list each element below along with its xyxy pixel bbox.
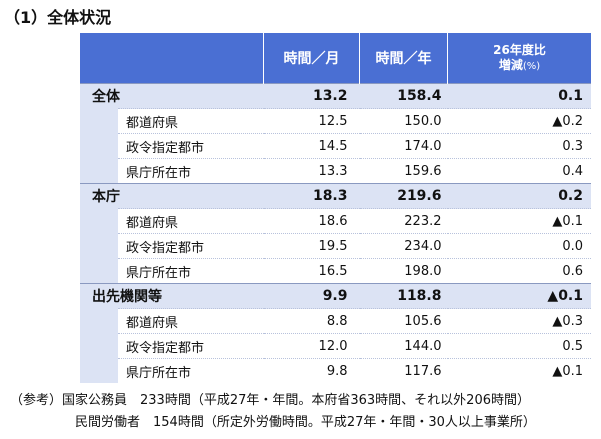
header-text: 26年度比 xyxy=(493,42,546,57)
year-cell: 117.6 xyxy=(359,358,448,383)
year-cell: 150.0 xyxy=(359,108,448,134)
year-cell: 223.2 xyxy=(359,208,448,234)
header-unit: (%) xyxy=(522,60,541,72)
change-cell: ▲0.1 xyxy=(447,358,591,383)
indent-cell xyxy=(80,208,118,234)
row-label: 出先機関等 xyxy=(80,283,264,309)
year-cell: 118.8 xyxy=(359,283,448,309)
title: （1）全体状況 xyxy=(4,8,112,27)
row-label: 県庁所在市 xyxy=(118,158,264,184)
indent-cell xyxy=(80,233,118,259)
change-cell: 0.4 xyxy=(447,158,591,184)
note-text: 国家公務員 233時間（平成27年・年間。本府省363時間、それ以外206時間） xyxy=(62,393,530,408)
sub-row: 県庁所在市 16.5 198.0 0.6 xyxy=(80,258,591,284)
year-cell: 159.6 xyxy=(359,158,448,184)
group-row: 本庁 18.3 219.6 0.2 xyxy=(80,183,591,209)
sub-row: 都道府県 12.5 150.0 ▲0.2 xyxy=(80,108,591,134)
year-cell: 219.6 xyxy=(359,183,448,209)
month-cell: 13.3 xyxy=(263,158,360,184)
row-label: 政令指定都市 xyxy=(118,233,264,259)
year-cell: 105.6 xyxy=(359,308,448,334)
change-cell: 0.0 xyxy=(447,233,591,259)
year-cell: 234.0 xyxy=(359,233,448,259)
table-body: 全体 13.2 158.4 0.1 都道府県 12.5 150.0 ▲0.2 政令指定都市 14.… xyxy=(80,83,591,383)
note-text: 民間労働者 154時間（所定外労働時間。平成27年・年間・30人以上事業所） xyxy=(75,415,536,430)
row-label: 県庁所在市 xyxy=(118,358,264,383)
row-label: 政令指定都市 xyxy=(118,133,264,159)
month-cell: 16.5 xyxy=(263,258,360,284)
change-cell: ▲0.1 xyxy=(447,283,591,309)
column-header: 26年度比 増減(%) xyxy=(447,33,591,84)
change-cell: 0.1 xyxy=(447,83,591,109)
note-label: （参考） xyxy=(10,393,63,408)
data-table: 時間／月 時間／年 26年度比 増減(%) 全体 13.2 158.4 0.1 都道府県… xyxy=(80,33,591,383)
column-header: 時間／年 xyxy=(359,33,448,84)
change-cell: ▲0.2 xyxy=(447,108,591,134)
sub-row: 都道府県 8.8 105.6 ▲0.3 xyxy=(80,308,591,334)
year-cell: 174.0 xyxy=(359,133,448,159)
row-label: 本庁 xyxy=(80,183,264,209)
change-cell: ▲0.1 xyxy=(447,208,591,234)
month-cell: 8.8 xyxy=(263,308,360,334)
sub-row: 県庁所在市 9.8 117.6 ▲0.1 xyxy=(80,358,591,383)
change-cell: 0.6 xyxy=(447,258,591,284)
indent-cell xyxy=(80,158,118,184)
header-text: 増減 xyxy=(498,57,523,72)
year-cell: 144.0 xyxy=(359,333,448,359)
year-cell: 158.4 xyxy=(359,83,448,109)
sub-row: 県庁所在市 13.3 159.6 0.4 xyxy=(80,158,591,184)
row-label: 都道府県 xyxy=(118,308,264,334)
change-cell: 0.3 xyxy=(447,133,591,159)
month-cell: 9.8 xyxy=(263,358,360,383)
year-cell: 198.0 xyxy=(359,258,448,284)
header-row: 時間／月 時間／年 26年度比 増減(%) xyxy=(80,33,591,84)
change-cell: 0.5 xyxy=(447,333,591,359)
sub-row: 都道府県 18.6 223.2 ▲0.1 xyxy=(80,208,591,234)
group-row: 出先機関等 9.9 118.8 ▲0.1 xyxy=(80,283,591,309)
month-cell: 12.0 xyxy=(263,333,360,359)
row-label: 政令指定都市 xyxy=(118,333,264,359)
month-cell: 13.2 xyxy=(263,83,360,109)
month-cell: 18.6 xyxy=(263,208,360,234)
group-row: 全体 13.2 158.4 0.1 xyxy=(80,83,591,109)
note-line: （参考）国家公務員 233時間（平成27年・年間。本府省363時間、それ以外20… xyxy=(10,389,530,408)
month-cell: 18.3 xyxy=(263,183,360,209)
sub-row: 政令指定都市 19.5 234.0 0.0 xyxy=(80,233,591,259)
change-cell: 0.2 xyxy=(447,183,591,209)
row-label: 都道府県 xyxy=(118,208,264,234)
sub-row: 政令指定都市 14.5 174.0 0.3 xyxy=(80,133,591,159)
row-label: 全体 xyxy=(80,83,264,109)
month-cell: 19.5 xyxy=(263,233,360,259)
indent-cell xyxy=(80,258,118,284)
sub-row: 政令指定都市 12.0 144.0 0.5 xyxy=(80,333,591,359)
row-label: 都道府県 xyxy=(118,108,264,134)
indent-cell xyxy=(80,108,118,134)
month-cell: 9.9 xyxy=(263,283,360,309)
change-cell: ▲0.3 xyxy=(447,308,591,334)
header-blank xyxy=(80,33,264,84)
month-cell: 14.5 xyxy=(263,133,360,159)
row-label: 県庁所在市 xyxy=(118,258,264,284)
column-header: 時間／月 xyxy=(263,33,360,84)
indent-cell xyxy=(80,308,118,334)
indent-cell xyxy=(80,333,118,359)
indent-cell xyxy=(80,133,118,159)
month-cell: 12.5 xyxy=(263,108,360,134)
note-line: 民間労働者 154時間（所定外労働時間。平成27年・年間・30人以上事業所） xyxy=(75,411,536,430)
indent-cell xyxy=(80,358,118,383)
